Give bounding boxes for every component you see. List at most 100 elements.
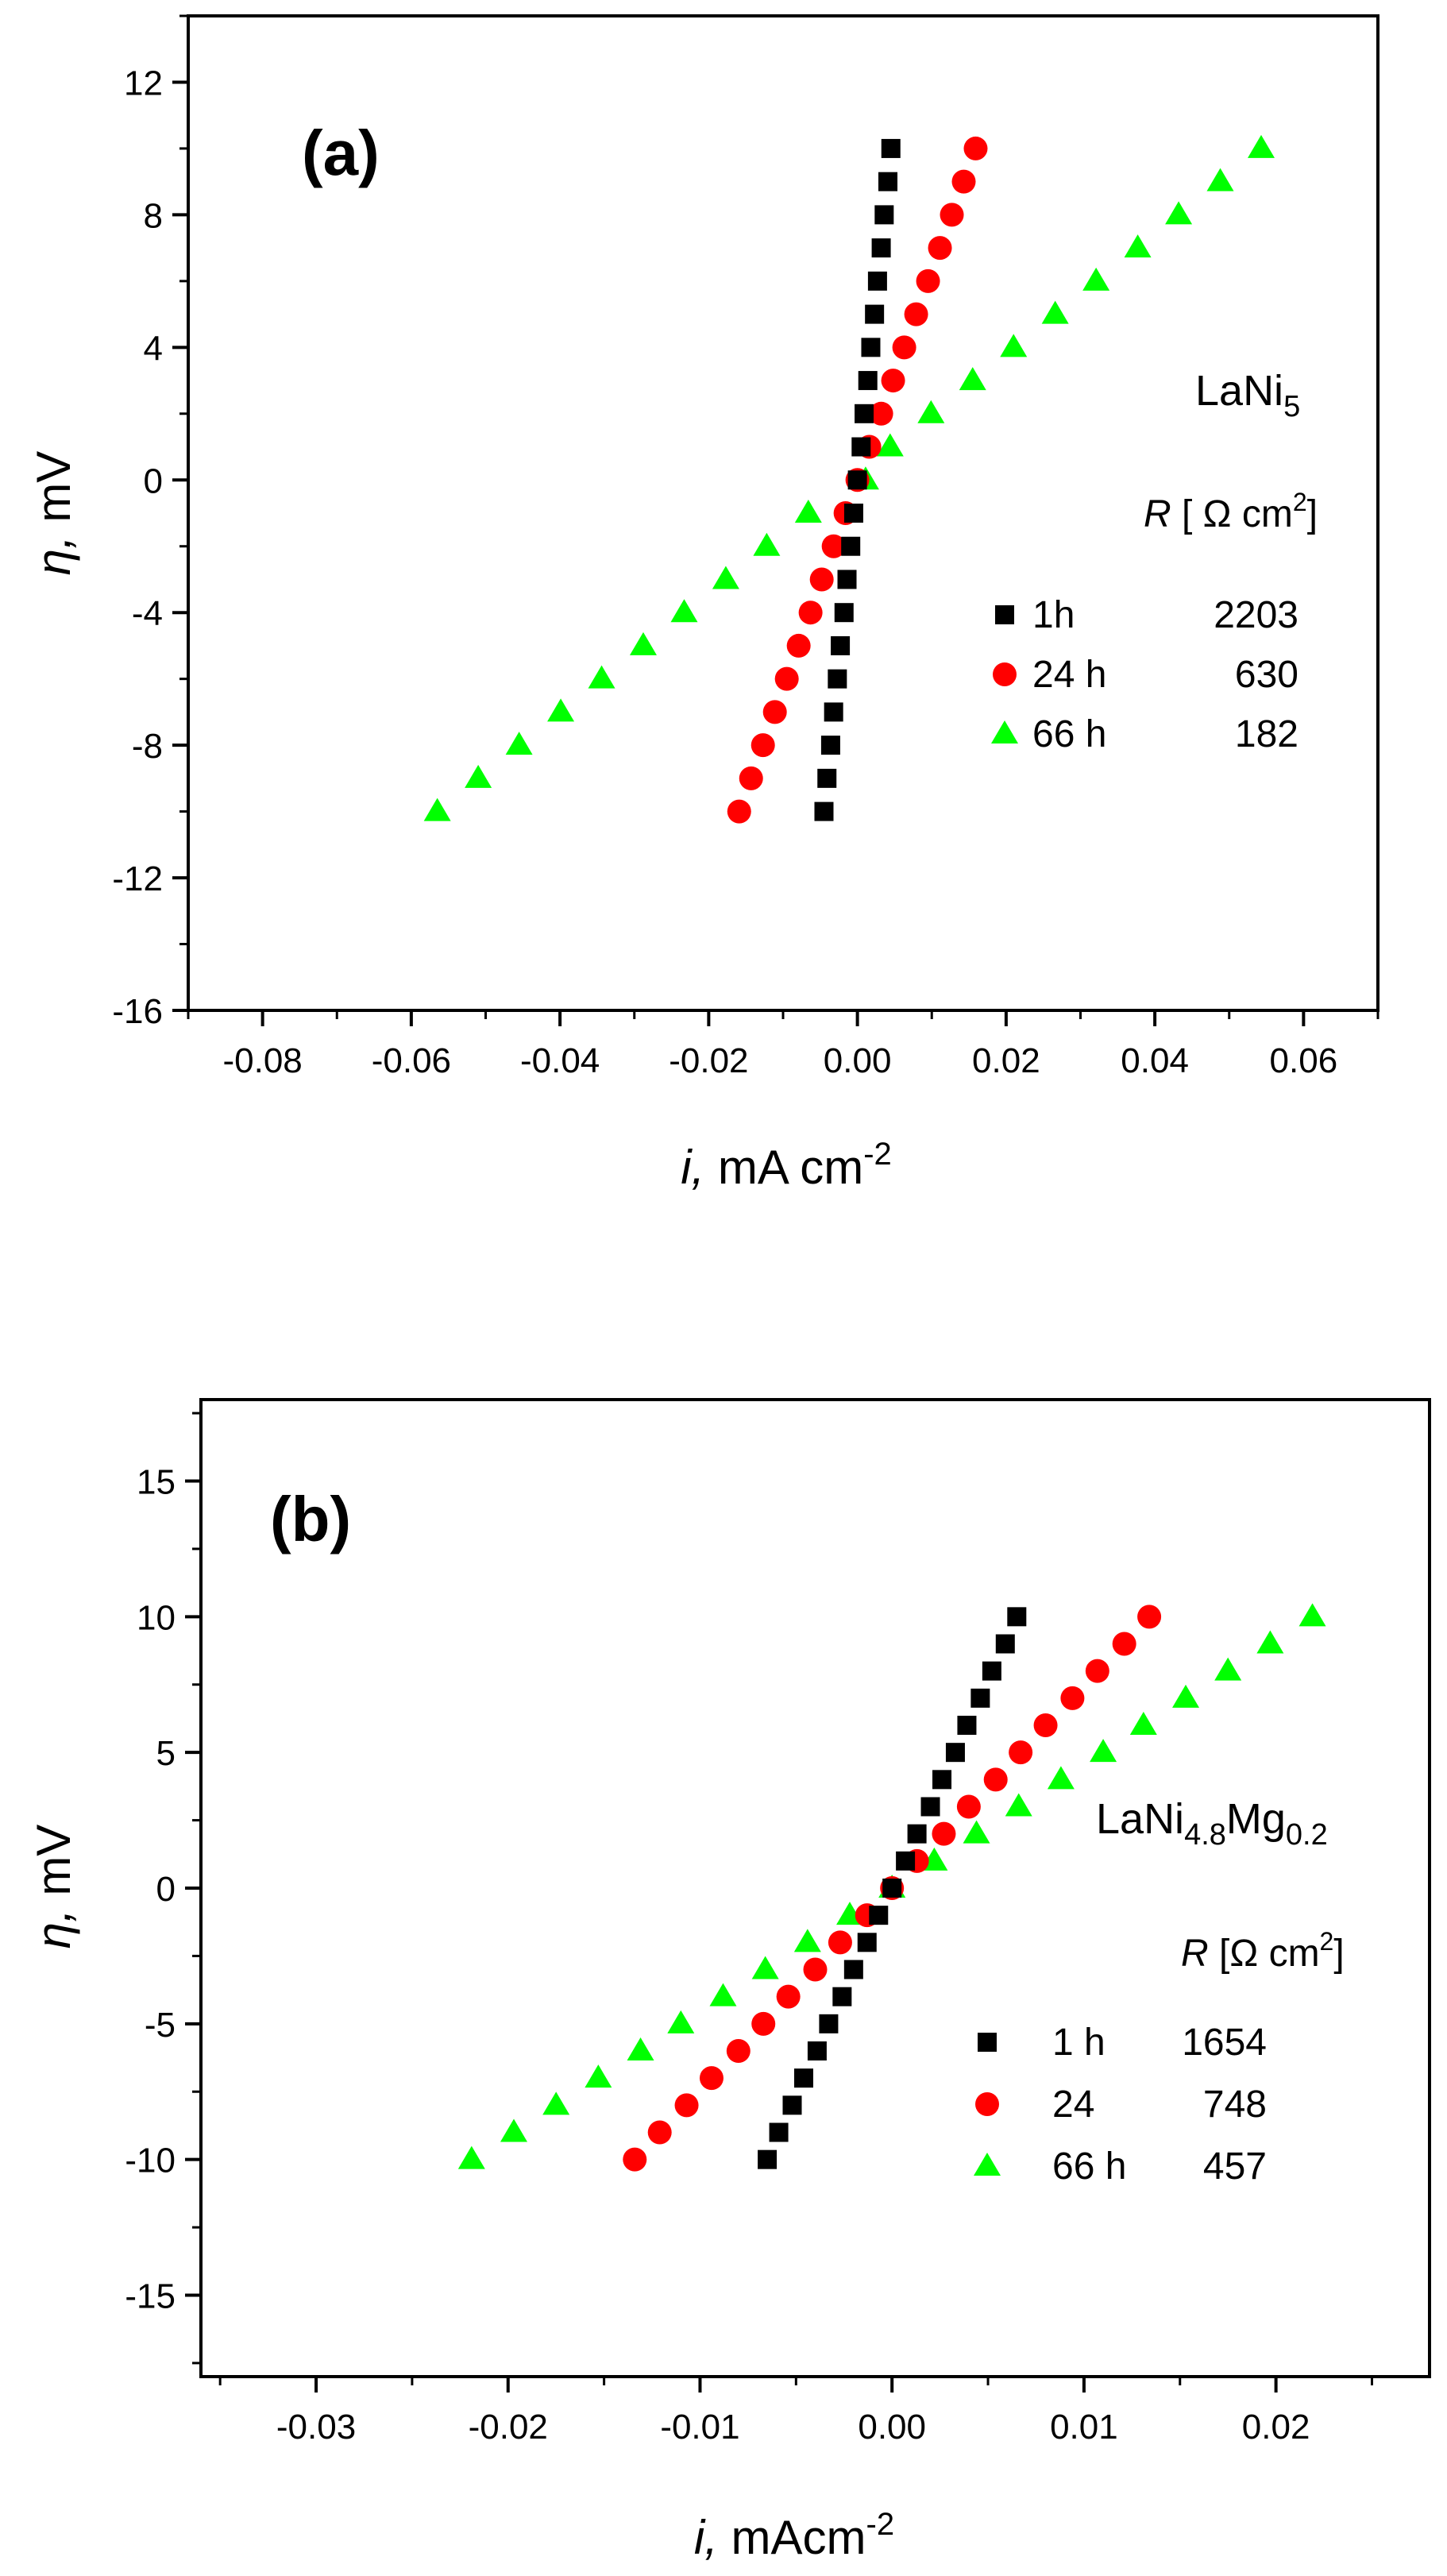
- panel-a-resistance-unit: [ Ω cm: [1171, 493, 1293, 535]
- panel-b-legend-label: 1 h: [1052, 2022, 1106, 2064]
- panel-b-x-tick-label: -0.03: [276, 2408, 356, 2447]
- panel-b-data-point-square: [945, 1743, 965, 1763]
- panel-b-data-point-circle: [699, 2066, 724, 2091]
- panel-a-data-point-circle: [762, 700, 787, 724]
- panel-b-data-point-triangle: [709, 1983, 737, 2006]
- panel-b-y-tick-label: -10: [125, 2142, 176, 2180]
- panel-b-data-point-triangle: [667, 2010, 695, 2033]
- panel-b-data-point-circle: [776, 1984, 801, 2009]
- panel-a-compound-sub: 5: [1283, 390, 1300, 423]
- panel-a-legend-marker-square: [995, 605, 1014, 624]
- panel-b-data-point-square: [769, 2122, 789, 2142]
- panel-a-x-tick-label: 0.00: [824, 1041, 892, 1080]
- panel-a-data-point-circle: [869, 401, 893, 426]
- panel-b-data-point-circle: [1009, 1740, 1033, 1765]
- panel-a-y-tick-label: -8: [132, 727, 163, 766]
- panel-b-legend-marker-square: [978, 2033, 997, 2052]
- panel-a-compound-main: LaNi: [1195, 367, 1283, 415]
- panel-b-data-point-triangle: [793, 1929, 821, 1952]
- panel-a-y-tick-label: -16: [112, 992, 163, 1031]
- panel-b-y-axis-title: η, mV: [27, 1825, 80, 1949]
- panel-a-legend-label: 24 h: [1032, 654, 1106, 696]
- panel-b-legend-R-value: 1654: [1182, 2022, 1267, 2064]
- panel-b-y-axis-unit: mV: [27, 1825, 80, 1910]
- panel-b-compound-sub2: 0.2: [1286, 1818, 1328, 1852]
- panel-b-data-point-square: [896, 1851, 916, 1871]
- panel-b-data-point-triangle: [963, 1820, 990, 1844]
- panel-a-y-axis-title: η, mV: [27, 451, 80, 576]
- panel-b-data-point-triangle: [542, 2091, 570, 2115]
- panel-a-data-point-square: [861, 338, 881, 357]
- panel-a-data-point-triangle: [959, 367, 986, 391]
- panel-b-compound-main2: Mg: [1226, 1795, 1286, 1843]
- panel-b-x-axis-symbol: i,: [694, 2511, 718, 2564]
- panel-a-data-point-triangle: [1248, 134, 1275, 158]
- panel-b-resistance-unit: [Ω cm: [1209, 1933, 1320, 1975]
- panel-a-resistance-header: R [ Ω cm2]: [1144, 488, 1318, 535]
- panel-b-resistance-sup: 2: [1320, 1927, 1334, 1956]
- panel-a-legend-R-value: 630: [1235, 654, 1298, 696]
- panel-b-data-point-circle: [1112, 1632, 1136, 1656]
- panel-a-legend-label: 1h: [1032, 594, 1075, 636]
- panel-b-y-tick-label: 5: [156, 1734, 176, 1773]
- panel-b-data-point-triangle: [1090, 1739, 1117, 1763]
- panel-a-data-point-triangle: [1082, 267, 1110, 291]
- panel-a-data-point-triangle: [547, 698, 575, 722]
- panel-a-y-axis-unit: mV: [27, 451, 80, 536]
- panel-b-data-point-square: [832, 1987, 852, 2006]
- panel-b-series-square: [758, 1607, 1027, 2169]
- panel-b-data-point-circle: [983, 1767, 1008, 1792]
- panel-b-data-point-triangle: [500, 2118, 528, 2142]
- panel-b-data-point-triangle: [1298, 1603, 1326, 1627]
- panel-b-y-tick-label: -5: [145, 2006, 176, 2045]
- panel-a-x-tick-label: 0.04: [1121, 1041, 1189, 1080]
- panel-a-legend-label: 66 h: [1032, 713, 1106, 755]
- panel-a-data-point-square: [855, 404, 874, 423]
- panel-b-resistance-header: R [Ω cm2]: [1181, 1927, 1345, 1975]
- panel-a-resistance-sup: 2: [1293, 488, 1307, 516]
- panel-b-data-point-triangle: [1129, 1712, 1157, 1735]
- panel-b-legend-label: 24: [1052, 2084, 1094, 2126]
- panel-b-data-point-circle: [1137, 1605, 1162, 1629]
- panel-a-data-point-square: [865, 304, 885, 324]
- panel-b-data-point-square: [843, 1960, 863, 1979]
- panel-a-resistance-end: ]: [1307, 493, 1318, 535]
- panel-a-data-point-circle: [963, 136, 988, 160]
- panel-b-data-point-circle: [751, 2011, 776, 2036]
- panel-a-legend-marker-circle: [993, 662, 1017, 686]
- panel-b-data-point-triangle: [585, 2064, 612, 2088]
- panel-a-data-point-square: [871, 238, 891, 258]
- panel-a-legend-marker-triangle: [991, 720, 1018, 743]
- panel-a-data-point-square: [867, 271, 887, 291]
- panel-b-data-point-square: [932, 1770, 952, 1790]
- panel-a-x-tick-label: -0.02: [669, 1041, 748, 1080]
- panel-a-label: (a): [302, 118, 380, 188]
- panel-a-y-axis-symbol: η,: [27, 535, 80, 575]
- panel-b-data-point-square: [907, 1824, 927, 1844]
- panel-a-data-point-triangle: [505, 732, 533, 755]
- panel-a-data-point-circle: [881, 369, 905, 393]
- panel-b-series-circle: [623, 1605, 1162, 2172]
- panel-b-x-tick-label: -0.02: [469, 2408, 548, 2447]
- panel-a-legend: 1h 2203 24 h 630 66 h 182: [991, 594, 1298, 755]
- panel-a-data-point-triangle: [1000, 334, 1028, 357]
- panel-b-legend-marker-triangle: [974, 2153, 1001, 2176]
- panel-a-data-point-square: [851, 437, 871, 457]
- panel-b-data-point-circle: [726, 2039, 751, 2063]
- panel-a-data-point-triangle: [753, 532, 781, 556]
- panel-b-data-point-square: [782, 2095, 802, 2115]
- panel-a-data-point-triangle: [1124, 234, 1152, 258]
- panel-a-data-point-circle: [951, 169, 976, 194]
- panel-b-data-point-circle: [1033, 1713, 1058, 1737]
- panel-b-data-point-square: [807, 2041, 827, 2060]
- panel-a-y-tick-label: 4: [144, 329, 163, 368]
- panel-b-x-tick-label: 0.01: [1050, 2408, 1118, 2447]
- panel-b-x-axis-title: i, mAcm-2: [694, 2507, 894, 2564]
- panel-b-y-tick-label: -15: [125, 2277, 176, 2316]
- panel-a-series-square: [814, 138, 901, 821]
- panel-a-data-point-circle: [904, 302, 928, 326]
- panel-b-data-point-triangle: [1047, 1766, 1075, 1790]
- panel-a-data-point-circle: [892, 335, 916, 360]
- panel-b-x-tick-label: -0.01: [660, 2408, 739, 2447]
